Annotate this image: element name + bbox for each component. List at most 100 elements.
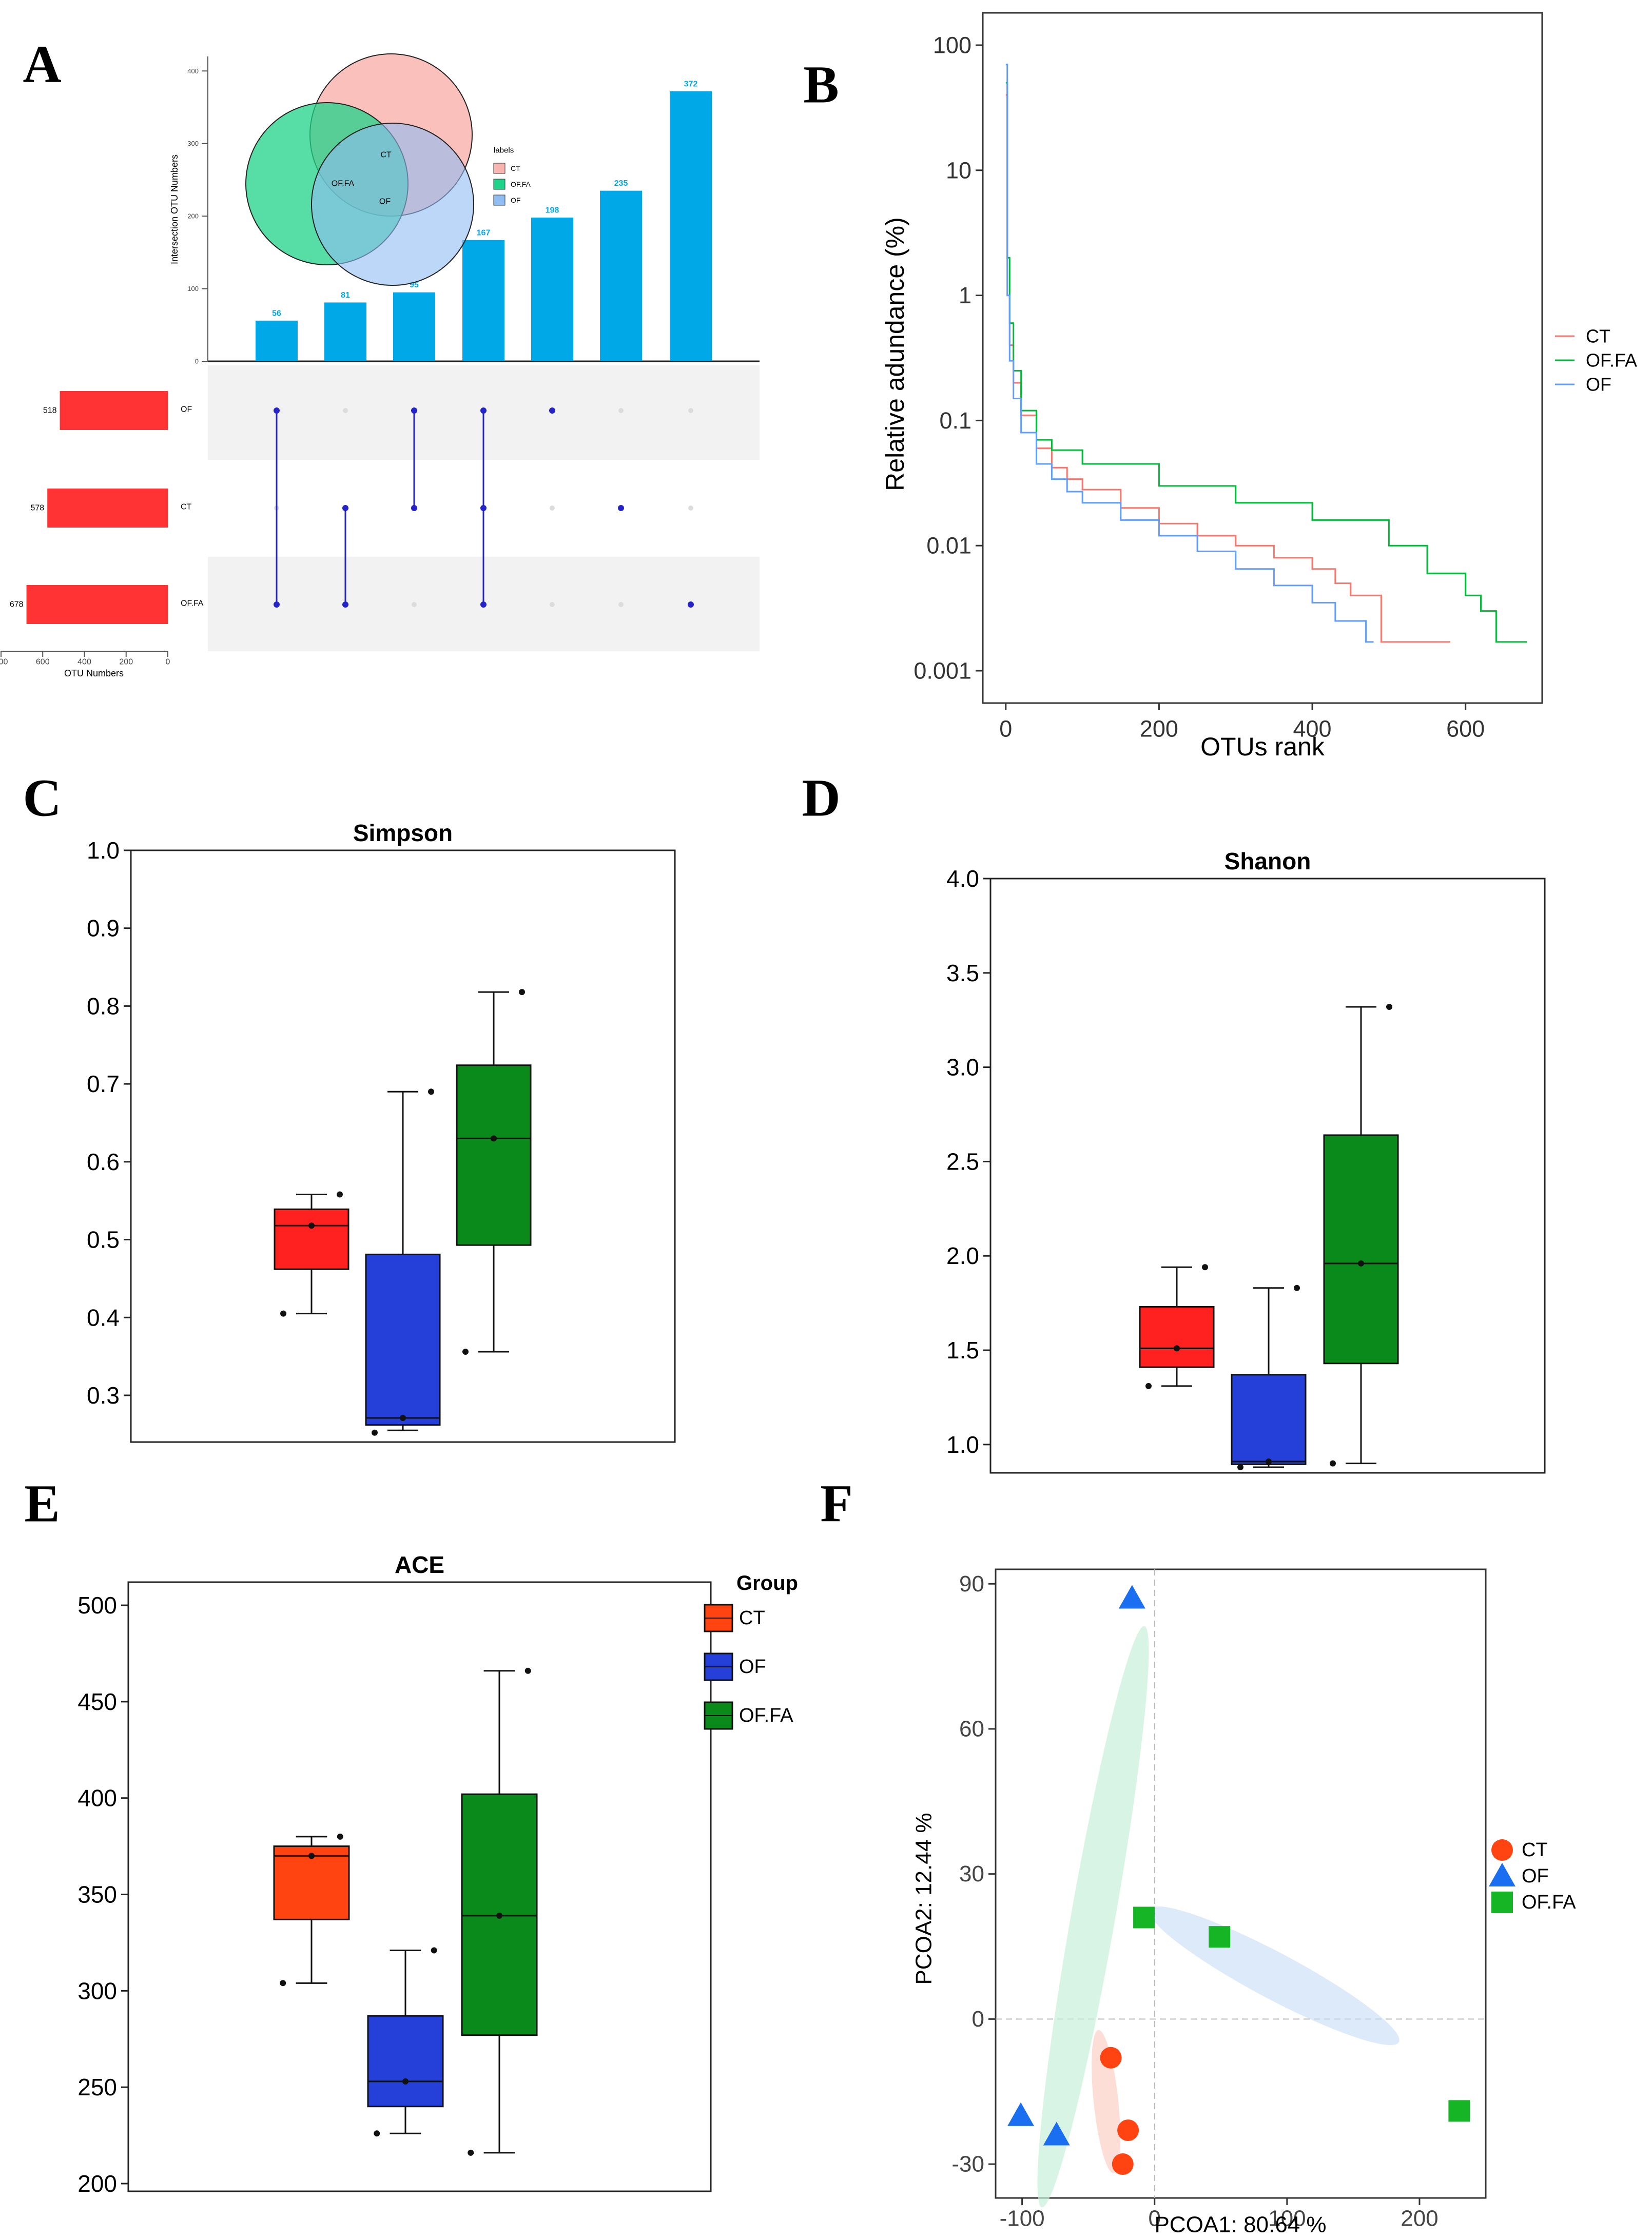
d-plot-frame (989, 878, 1546, 1474)
c-data-point (308, 1222, 315, 1229)
c-ytick-label: 0.9 (87, 915, 120, 942)
a-matrix-dot-active (688, 601, 694, 608)
a-set-label: CT (181, 503, 192, 512)
b-ytick-label: 0.1 (939, 407, 971, 434)
c-box-ct (274, 1208, 349, 1270)
f-point-offa (1209, 1926, 1231, 1948)
c-ytick-label: 1.0 (87, 837, 120, 864)
a-ytick-label: 0 (195, 358, 199, 365)
d-data-point (1174, 1345, 1180, 1352)
a-intersection-bar (531, 217, 573, 361)
f-plot-frame (995, 1568, 1487, 2199)
d-data-point (1386, 1003, 1392, 1010)
e-data-point (280, 1980, 286, 1987)
e-data-point (468, 2149, 474, 2156)
f-point-ct (1112, 2153, 1134, 2175)
e-ytick-label: 250 (77, 2074, 117, 2100)
a-set-size-value: 678 (10, 600, 24, 609)
b-legend-label: OF.FA (1586, 350, 1637, 371)
f-point-ct (1117, 2119, 1139, 2142)
a-set-size-bar (26, 585, 168, 624)
f-ellipse-of (1037, 1626, 1149, 2208)
b-ytick-label: 1 (959, 282, 971, 308)
panel-letter-b: B (803, 55, 839, 114)
a-matrix-dot-inactive (618, 408, 624, 413)
panel-letter-d: D (802, 769, 840, 828)
c-data-point (428, 1088, 434, 1095)
f-point-of (1043, 2122, 1070, 2146)
e-ytick-label: 300 (77, 1977, 117, 2004)
d-ytick-label: 2.5 (946, 1148, 979, 1175)
a-venn-label-of: OF (379, 198, 391, 206)
e-data-point (308, 1853, 315, 1859)
a-matrix-dot-inactive (618, 602, 624, 607)
e-ytick-label: 200 (77, 2170, 117, 2197)
b-ytick-label: 10 (946, 157, 971, 183)
f-ytick-label: 90 (959, 1571, 984, 1597)
a-venn-legend-key (493, 194, 506, 206)
a-bar-value-label: 198 (546, 206, 559, 215)
b-series-line (1005, 94, 1450, 643)
panel-letter-c: C (23, 769, 61, 828)
b-ytick-label: 100 (933, 32, 971, 59)
f-ytick-label: 0 (972, 2007, 984, 2032)
b-ytick-label: 0.001 (914, 658, 971, 684)
f-legend-label: CT (1522, 1839, 1548, 1861)
f-legend-key (1491, 1892, 1513, 1913)
d-box-ct (1139, 1306, 1215, 1368)
d-box-of (1231, 1374, 1307, 1465)
b-xtick-label: 0 (999, 716, 1012, 742)
a-intersection-bar (670, 91, 712, 361)
c-ytick-label: 0.6 (87, 1149, 120, 1175)
e-ytick-label: 400 (77, 1785, 117, 1812)
a-set-size-value: 518 (43, 406, 57, 415)
a-ytick-label: 200 (187, 212, 199, 220)
c-ytick-label: 0.7 (87, 1071, 120, 1097)
a-set-size-tick-label: 400 (77, 658, 91, 667)
a-ytick-label: 100 (187, 285, 199, 293)
a-venn-legend-label: OF.FA (511, 180, 531, 188)
a-set-size-bar (47, 489, 168, 528)
e-legend-label: OF.FA (739, 1705, 793, 1726)
e-legend-label: OF (739, 1656, 766, 1678)
d-ytick-label: 1.0 (946, 1431, 979, 1458)
b-legend-label: CT (1586, 326, 1610, 347)
b-xtick-label: 400 (1293, 716, 1332, 742)
a-venn-label-ct: CT (380, 151, 392, 160)
d-ytick-label: 2.0 (946, 1242, 979, 1269)
a-matrix-dot-active (549, 407, 555, 414)
a-matrix-dot-inactive (343, 408, 348, 413)
c-data-point (337, 1191, 343, 1198)
f-point-offa (1133, 1906, 1155, 1929)
f-point-ct (1100, 2047, 1122, 2069)
f-ytick-label: -30 (951, 2152, 984, 2177)
a-matrix-dot-active (618, 505, 624, 511)
a-matrix-dot-inactive (412, 602, 417, 607)
d-data-point (1202, 1264, 1208, 1271)
e-data-point (374, 2130, 380, 2137)
c-data-point (400, 1414, 406, 1421)
d-box-offa (1323, 1134, 1399, 1365)
a-matrix-dot-inactive (550, 602, 555, 607)
f-point-offa (1448, 2100, 1470, 2122)
f-point-of (1007, 2102, 1035, 2126)
a-ylabel: Intersection OTU Numbers (169, 154, 180, 264)
d-ytick-label: 4.0 (946, 865, 979, 892)
panel-letter-e: E (24, 1474, 60, 1533)
e-data-point (496, 1912, 502, 1919)
d-data-point (1237, 1464, 1243, 1470)
f-xtick-label: 100 (1268, 2206, 1306, 2231)
e-plot-frame (127, 1581, 712, 2192)
a-bar-value-label: 167 (477, 228, 491, 237)
a-bar-value-label: 81 (341, 291, 350, 300)
a-set-size-value: 578 (30, 504, 44, 513)
a-bar-value-label: 372 (684, 80, 698, 88)
a-bar-value-label: 235 (614, 179, 628, 188)
a-set-size-tick-label: 200 (119, 658, 133, 667)
a-venn-legend-label: OF (511, 196, 520, 204)
a-ytick-label: 400 (187, 67, 199, 75)
c-data-point (462, 1349, 469, 1355)
e-ytick-label: 450 (77, 1688, 117, 1715)
a-intersection-bar (600, 190, 642, 361)
